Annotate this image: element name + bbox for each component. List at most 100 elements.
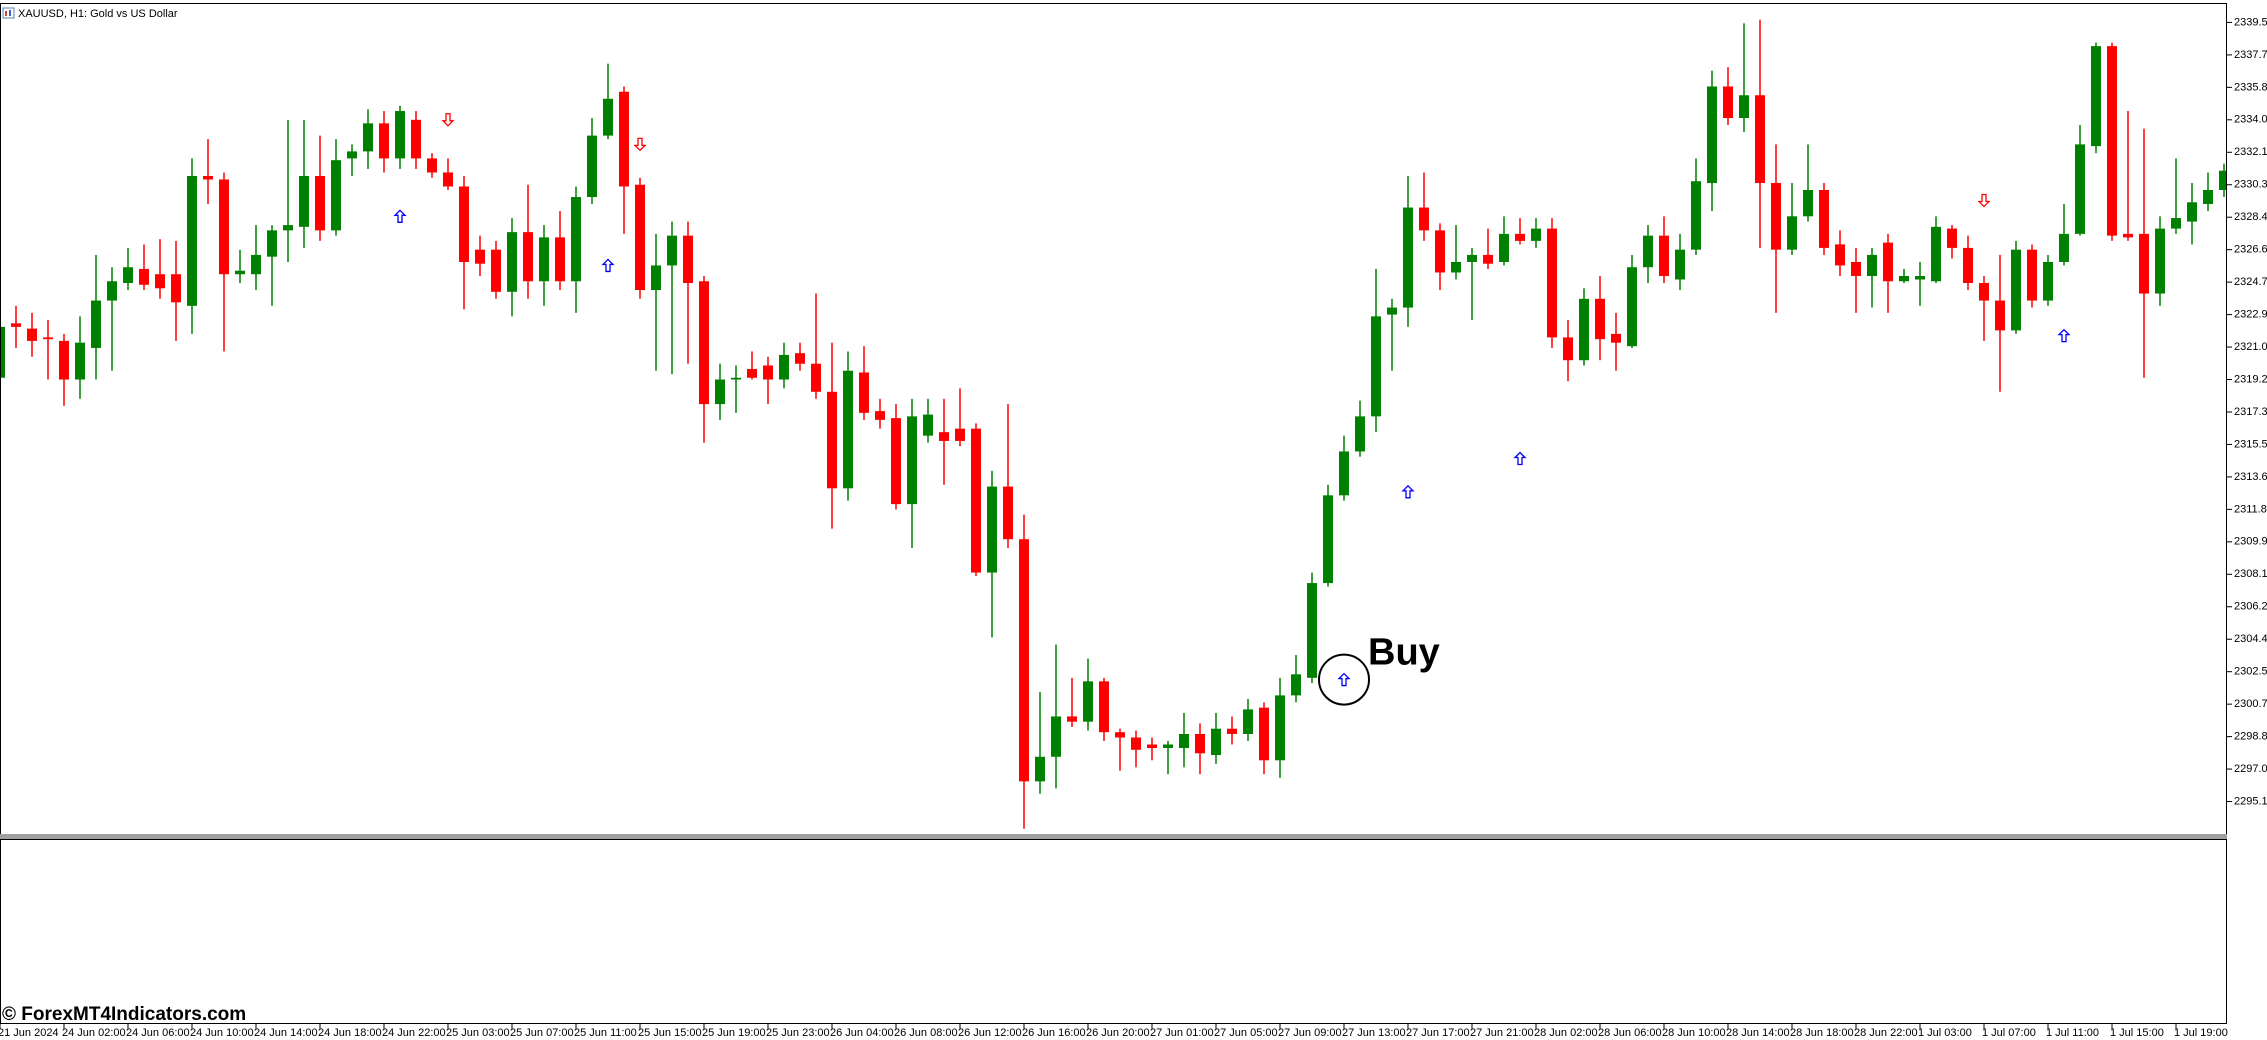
y-tick-label: 2306.25 <box>2234 601 2267 613</box>
candle-body <box>843 370 853 489</box>
candle-body <box>1963 247 1973 284</box>
candle-body <box>2123 233 2133 238</box>
candle-body <box>251 254 261 275</box>
candle-body <box>43 337 53 340</box>
candle-body <box>1259 707 1269 761</box>
candle-body <box>1115 732 1125 738</box>
y-tick-label: 2308.10 <box>2234 568 2267 580</box>
chart-title: XAUUSD, H1: Gold vs US Dollar <box>18 8 178 20</box>
x-tick-label: 26 Jun 16:00 <box>1022 1027 1086 1039</box>
y-tick-label: 2317.35 <box>2234 406 2267 418</box>
candle-body <box>1899 275 1909 282</box>
x-tick-label: 28 Jun 22:00 <box>1854 1027 1918 1039</box>
candle-body <box>475 249 485 264</box>
x-tick-label: 27 Jun 09:00 <box>1278 1027 1342 1039</box>
candle-body <box>1995 300 2005 331</box>
y-tick-label: 2335.85 <box>2234 81 2267 93</box>
x-tick-label: 25 Jun 23:00 <box>766 1027 830 1039</box>
candle-body <box>283 225 293 231</box>
candle-body <box>619 91 629 187</box>
candle-body <box>1371 316 1381 417</box>
candle-body <box>1387 307 1397 315</box>
candle-body <box>1275 695 1285 761</box>
candle-body <box>1339 451 1349 496</box>
candle-body <box>1355 416 1365 452</box>
candle-body <box>1323 495 1333 584</box>
candle-body <box>379 123 389 159</box>
candle-body <box>1611 333 1621 343</box>
x-tick-label: 24 Jun 02:00 <box>62 1027 126 1039</box>
x-tick-label: 27 Jun 13:00 <box>1342 1027 1406 1039</box>
candle-body <box>571 197 581 282</box>
candle-body <box>683 235 693 284</box>
candle-body <box>1 326 5 378</box>
candle-body <box>315 175 325 231</box>
candle-body <box>1659 235 1669 276</box>
buy-arrow <box>2057 328 2071 343</box>
candle-body <box>795 353 805 364</box>
candle-body <box>1915 275 1925 280</box>
y-tick-label: 2309.95 <box>2234 536 2267 548</box>
candle-body <box>923 414 933 436</box>
candle-body <box>1003 486 1013 540</box>
candle-body <box>2187 202 2197 222</box>
x-tick-label: 26 Jun 08:00 <box>894 1027 958 1039</box>
candle-body <box>1099 681 1109 733</box>
y-tick-label: 2334.00 <box>2234 114 2267 126</box>
candle-body <box>75 342 85 380</box>
x-tick-label: 1 Jul 11:00 <box>2046 1027 2099 1039</box>
x-tick-label: 27 Jun 17:00 <box>1406 1027 1470 1039</box>
candle-body <box>1083 681 1093 722</box>
candle-body <box>667 235 677 266</box>
candle-body <box>1643 235 1653 268</box>
y-tick-label: 2295.15 <box>2234 795 2267 807</box>
candle-body <box>155 274 165 289</box>
x-tick-label: 1 Jul 03:00 <box>1918 1027 1972 1039</box>
candle-body <box>347 151 357 159</box>
candle-body <box>1979 283 1989 301</box>
x-tick-label: 24 Jun 18:00 <box>318 1027 382 1039</box>
x-tick-label: 25 Jun 07:00 <box>510 1027 574 1039</box>
x-tick-label: 1 Jul 07:00 <box>1982 1027 2036 1039</box>
candle-body <box>763 365 773 380</box>
y-tick-label: 2326.60 <box>2234 244 2267 256</box>
watermark: © ForexMT4Indicators.com <box>2 1004 246 1025</box>
y-tick-label: 2304.40 <box>2234 633 2267 645</box>
x-tick-label: 1 Jul 19:00 <box>2174 1027 2228 1039</box>
candle-body <box>1739 95 1749 119</box>
candle-body <box>2075 144 2085 234</box>
x-tick-label: 27 Jun 01:00 <box>1150 1027 1214 1039</box>
y-tick-label: 2322.90 <box>2234 308 2267 320</box>
candle-body <box>2171 218 2181 229</box>
y-tick-label: 2300.70 <box>2234 698 2267 710</box>
candle-body <box>1451 261 1461 273</box>
candle-body <box>2091 46 2101 147</box>
x-tick-label: 24 Jun 10:00 <box>190 1027 254 1039</box>
candle-body <box>363 123 373 152</box>
candle-body <box>1531 228 1541 241</box>
candle-body <box>2155 228 2165 294</box>
candle-body <box>523 232 533 282</box>
candle-body <box>731 377 741 380</box>
candle-body <box>123 267 133 284</box>
x-tick-label: 28 Jun 06:00 <box>1598 1027 1662 1039</box>
buy-arrow <box>1337 672 1351 687</box>
candle-body <box>187 175 197 306</box>
candle-body <box>1227 728 1237 734</box>
candle-body <box>2011 249 2021 331</box>
candle-body <box>2043 261 2053 301</box>
candle-body <box>27 328 37 341</box>
y-tick-label: 2328.45 <box>2234 211 2267 223</box>
buy-arrow <box>393 209 407 223</box>
y-tick-label: 2311.80 <box>2234 503 2267 515</box>
x-tick-label: 27 Jun 21:00 <box>1470 1027 1534 1039</box>
candle-body <box>1035 756 1045 782</box>
candle-body <box>987 486 997 573</box>
candle-body <box>1435 230 1445 273</box>
sell-arrow <box>441 113 455 127</box>
candle-body <box>811 363 821 392</box>
icon-bar <box>5 11 7 16</box>
pane-separator <box>0 834 2227 839</box>
